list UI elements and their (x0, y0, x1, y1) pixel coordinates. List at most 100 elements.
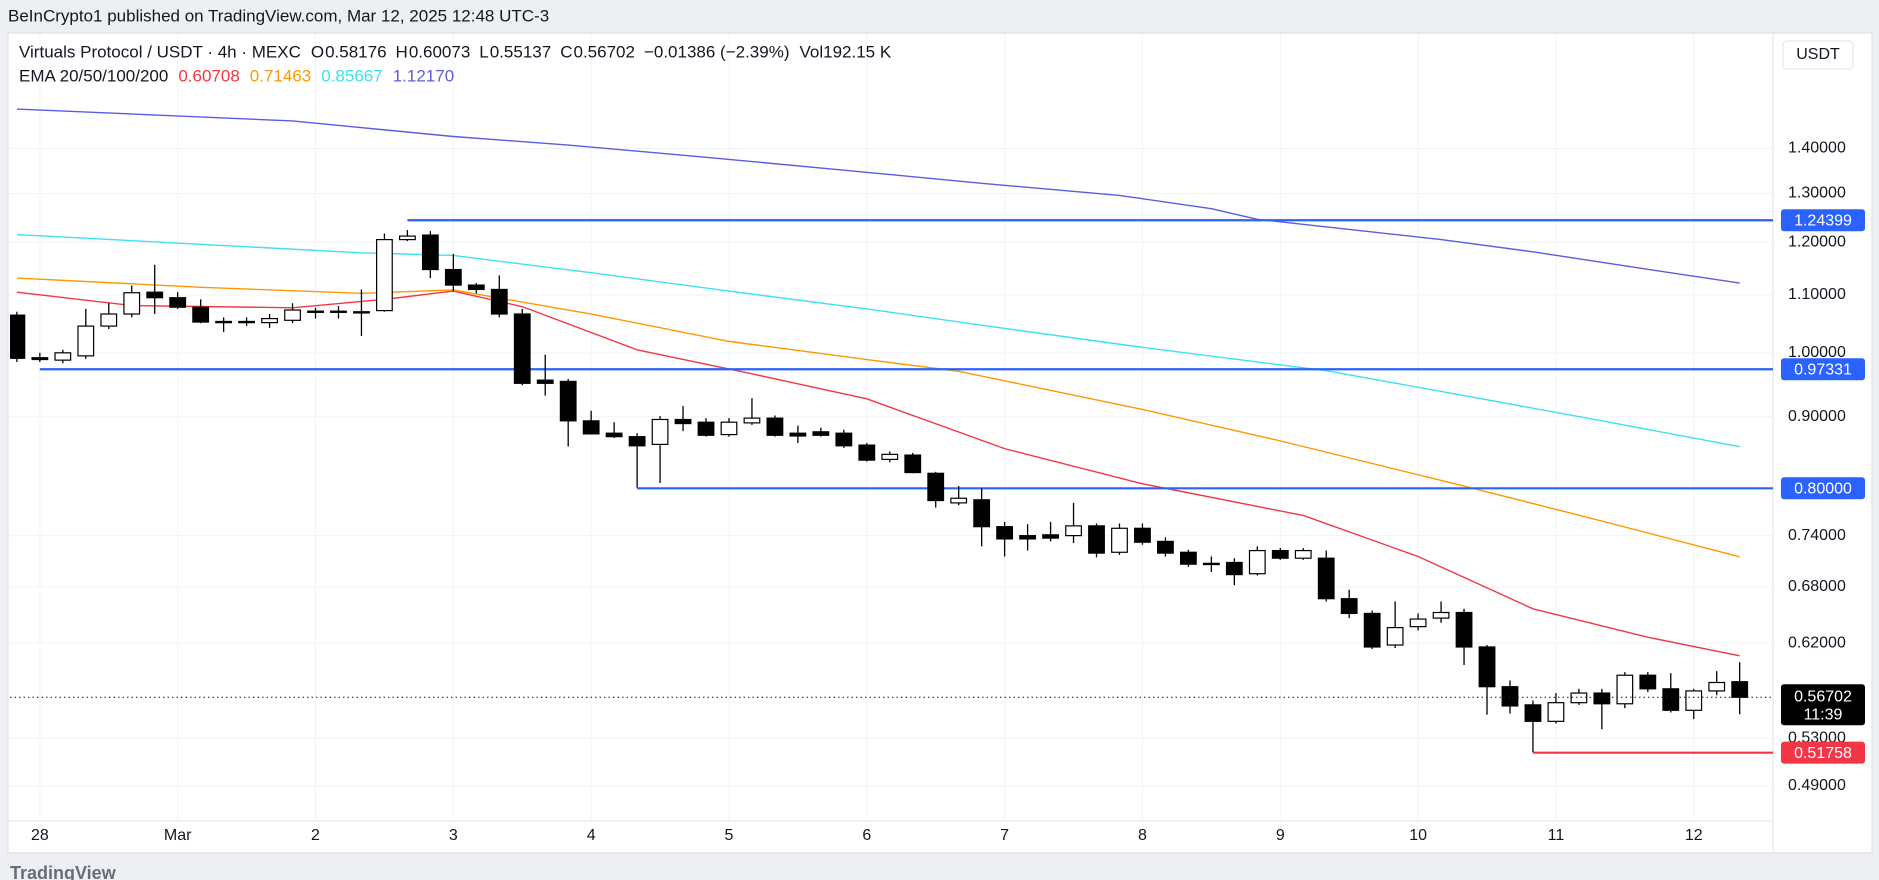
candle-body (330, 310, 347, 313)
candle-body (1065, 525, 1082, 537)
x-tick-label: 8 (1138, 827, 1147, 844)
level-label-box (1781, 358, 1865, 381)
ema-line (16, 290, 1740, 657)
candle-body (536, 379, 554, 384)
candle-body (123, 292, 141, 315)
ohlc-value: 0.56702 (573, 42, 634, 61)
candle-body (1547, 702, 1565, 722)
candle-body (100, 313, 118, 327)
ohlc-key: C (560, 42, 572, 61)
candle-body (215, 320, 233, 324)
last-price-box (1781, 684, 1865, 726)
footer-logo: TradingView (10, 863, 117, 880)
candle-body (353, 311, 370, 314)
candle-body (1363, 612, 1381, 648)
candle-body (31, 357, 49, 361)
y-tick-label: 0.74000 (1788, 527, 1846, 544)
candle-body (1409, 618, 1427, 628)
ohlc-key: H (396, 42, 408, 61)
ohlc-value: 0.58176 (325, 42, 386, 61)
candle-body (513, 313, 531, 384)
candle-body (1478, 646, 1496, 688)
candle-body (77, 325, 95, 357)
candle-body (674, 418, 692, 425)
candle-body (605, 432, 623, 438)
candle-body (169, 297, 187, 308)
candle-body (720, 421, 738, 436)
grid (10, 33, 1773, 821)
level-label: 0.51758 (1794, 745, 1852, 762)
candle-body (444, 268, 462, 286)
candle-body (1340, 598, 1358, 615)
x-tick-label: 2 (311, 827, 320, 844)
level-label: 0.80000 (1794, 481, 1852, 498)
y-tick-label: 1.00000 (1788, 344, 1846, 361)
y-tick-label: 1.40000 (1788, 140, 1846, 157)
y-tick-label: 0.62000 (1788, 634, 1846, 651)
volume: Vol192.15 K (800, 42, 892, 61)
candle-body (1225, 561, 1243, 576)
candle-body (789, 432, 807, 437)
candle-body (1019, 535, 1037, 540)
candle-body (1662, 688, 1680, 711)
chart-frame (7, 32, 1873, 854)
y-tick-label: 1.30000 (1788, 185, 1846, 202)
candle-body (376, 238, 393, 312)
candle-body (1731, 681, 1749, 698)
ema-value: 0.85667 (321, 66, 382, 85)
x-tick-label: 11 (1548, 827, 1565, 844)
candle-body (1202, 562, 1220, 566)
candle-body (881, 453, 899, 460)
x-tick-label: 6 (862, 827, 871, 844)
candle-body (904, 454, 922, 474)
ema-line (16, 108, 1740, 284)
candle-body (1455, 611, 1473, 648)
candle-body (398, 235, 416, 241)
currency-button[interactable] (1782, 40, 1854, 70)
level-label-box (1781, 209, 1865, 232)
candle-body (1248, 549, 1266, 575)
ema-value: 0.71463 (250, 66, 311, 85)
level-label: 1.24399 (1794, 212, 1852, 229)
candle-body (628, 436, 646, 447)
x-tick-label: Mar (164, 827, 192, 844)
last-price-label: 0.56702 (1794, 689, 1852, 706)
candle-body (559, 380, 577, 422)
x-tick-label: 28 (31, 827, 49, 844)
candle-body (1042, 534, 1059, 539)
candle-body (1179, 551, 1197, 565)
price-change: −0.01386 (−2.39%) (644, 42, 790, 61)
x-tick-label: 10 (1409, 827, 1427, 844)
candle-body (927, 472, 945, 502)
candle-body (950, 497, 968, 504)
candle-body (467, 284, 485, 291)
level-label-box (1781, 477, 1865, 500)
currency-label[interactable]: USDT (1796, 46, 1840, 63)
candle-body (1432, 611, 1450, 619)
y-tick-label: 1.20000 (1788, 233, 1846, 250)
candle-body (192, 306, 210, 323)
chart-title: Virtuals Protocol / USDT · 4h · MEXC (19, 42, 301, 61)
candle-body (1593, 692, 1611, 705)
publisher: BeInCrypto1 published on TradingView.com… (8, 6, 549, 25)
candle-body (1616, 674, 1634, 705)
candle-body (284, 309, 301, 321)
candle-body (1271, 549, 1289, 559)
candle-body (238, 320, 256, 324)
x-tick-label: 3 (449, 827, 458, 844)
candle-body (10, 314, 26, 359)
ohlc-key: L (479, 42, 488, 61)
candle-body (1134, 527, 1151, 543)
candle-body (743, 417, 761, 424)
legend: Virtuals Protocol / USDT · 4h · MEXC O 0.5… (19, 42, 892, 85)
ohlc-key: O (311, 42, 324, 61)
x-tick-label: 5 (725, 827, 734, 844)
candle-body (146, 291, 164, 299)
candle-body (1501, 686, 1519, 707)
ema-value: 1.12170 (393, 66, 454, 85)
y-tick-label: 0.68000 (1788, 578, 1846, 595)
candle-body (1708, 681, 1726, 692)
candle-body (1294, 549, 1312, 559)
